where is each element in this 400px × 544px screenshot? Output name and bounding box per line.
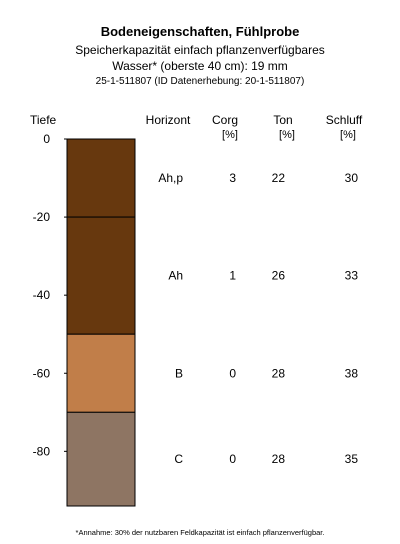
table-row: C 0 28 35 (174, 452, 358, 466)
column-headers: Horizont Corg [%] Ton [%] Schluff [%] (146, 113, 363, 141)
ton-value: 26 (272, 269, 286, 283)
schluff-value: 30 (345, 171, 359, 185)
soil-layers (66, 138, 136, 507)
table-row: B 0 28 38 (175, 366, 358, 380)
schluff-value: 38 (345, 366, 359, 380)
y-tick-label: -40 (33, 288, 51, 302)
y-tick-label: -20 (33, 210, 51, 224)
y-tick-label: -80 (33, 444, 51, 458)
schluff-value: 33 (345, 269, 359, 283)
corg-value: 1 (229, 269, 236, 283)
column-header-ton: Ton (273, 113, 292, 127)
ton-value: 28 (272, 452, 286, 466)
horizon-name: C (174, 452, 183, 466)
corg-value: 0 (229, 452, 236, 466)
corg-value: 3 (229, 171, 236, 185)
soil-layer-3 (66, 333, 136, 413)
footnote: *Annahme: 30% der nutzbaren Feldkapazitä… (75, 528, 325, 537)
column-header-corg: Corg (212, 113, 238, 127)
chart-id-line: 25-1-511807 (ID Datenerhebung: 20-1-5118… (95, 76, 305, 87)
soil-layer-2 (66, 216, 136, 335)
horizon-name: Ah (168, 269, 183, 283)
column-unit-ton: [%] (279, 129, 295, 141)
y-axis: 0 -20 -40 -60 -80 (33, 132, 67, 458)
chart-subtitle-line2: Wasser* (oberste 40 cm): 19 mm (112, 59, 288, 73)
corg-value: 0 (229, 366, 236, 380)
column-header-schluff: Schluff (326, 113, 363, 127)
column-unit-schluff: [%] (340, 129, 356, 141)
horizon-rows: Ah,p 3 22 30 Ah 1 26 33 B 0 28 38 C 0 28 35 (158, 171, 358, 466)
soil-layer-1 (66, 138, 136, 218)
column-unit-corg: [%] (222, 129, 238, 141)
chart-title: Bodeneigenschaften, Fühlprobe (100, 24, 300, 39)
ton-value: 22 (272, 171, 286, 185)
column-header-horizon: Horizont (146, 113, 191, 127)
chart-subtitle-line1: Speicherkapazität einfach pflanzenverfüg… (75, 43, 325, 57)
y-axis-label: Tiefe (30, 113, 57, 127)
soil-layer-4 (66, 411, 136, 507)
table-row: Ah,p 3 22 30 (158, 171, 358, 185)
schluff-value: 35 (345, 452, 359, 466)
y-tick-label: 0 (43, 132, 50, 146)
horizon-name: Ah,p (158, 171, 183, 185)
y-tick-label: -60 (33, 366, 51, 380)
horizon-name: B (175, 366, 183, 380)
ton-value: 28 (272, 366, 286, 380)
table-row: Ah 1 26 33 (168, 269, 358, 283)
